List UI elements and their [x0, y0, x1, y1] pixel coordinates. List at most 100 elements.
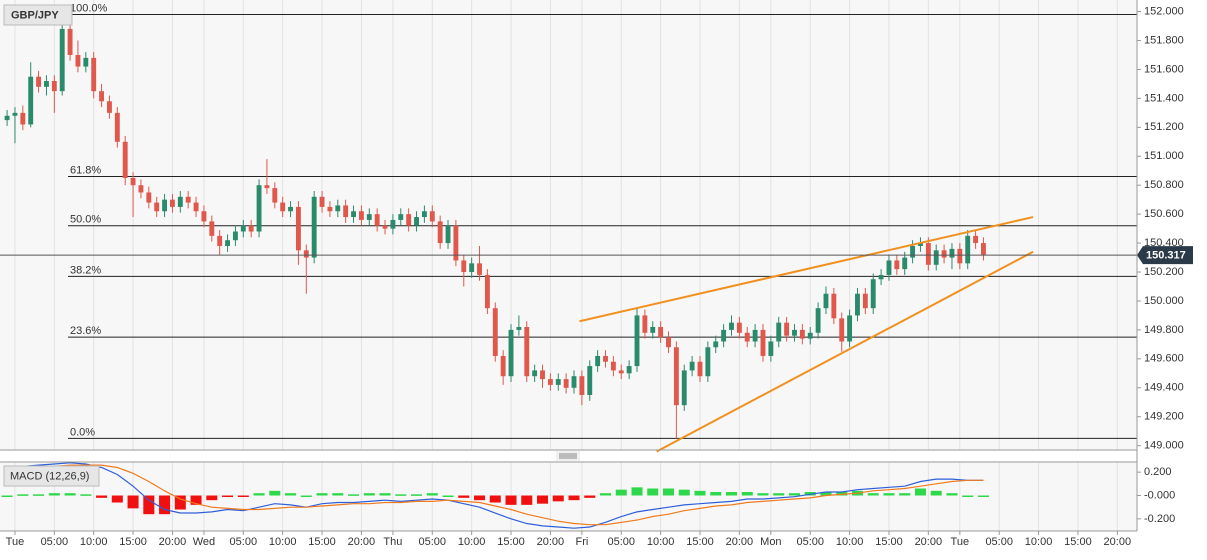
candle-body: [784, 322, 790, 336]
title-box: [3, 4, 73, 26]
candle-body: [925, 243, 931, 265]
candle-body: [744, 332, 750, 342]
candle-body: [319, 196, 325, 207]
candle-body: [965, 235, 971, 264]
macd-line: [7, 462, 984, 529]
candle-body: [201, 211, 207, 222]
candle-body: [138, 185, 144, 193]
x-tick-label: 15:00: [119, 536, 147, 548]
macd-histogram-bar: [190, 495, 202, 505]
x-tick-label: Fri: [575, 536, 588, 548]
y-tick-label: 149.000: [1144, 440, 1184, 452]
candle-body: [469, 263, 475, 273]
candle-body: [910, 245, 916, 258]
x-tick-label: 05:00: [607, 536, 635, 548]
macd-histogram-bar: [757, 493, 769, 496]
y-tick-label: 150.600: [1144, 208, 1184, 220]
candle-body: [288, 206, 293, 212]
y-tick-label: 150.000: [1144, 295, 1184, 307]
y-tick-label: 149.800: [1144, 324, 1184, 336]
macd-histogram-bar: [788, 493, 800, 496]
candle-body: [839, 318, 845, 342]
x-tick-label: 10:00: [269, 536, 297, 548]
macd-histogram-bar: [285, 493, 297, 496]
x-tick-label: 05:00: [419, 536, 447, 548]
x-tick-label: 05:00: [41, 536, 69, 548]
candle-body: [618, 370, 624, 374]
candle-body: [437, 221, 443, 244]
candle-body: [776, 322, 782, 342]
macd-line: [7, 464, 984, 526]
candle-body: [579, 376, 585, 396]
candle-body: [736, 322, 742, 333]
x-tick-label: Wed: [193, 536, 215, 548]
macd-histogram-bar: [17, 494, 29, 496]
candle-body: [878, 274, 884, 280]
macd-histogram-bar: [505, 495, 517, 505]
candle-body: [130, 177, 136, 186]
candle-body: [83, 57, 89, 67]
candle-body: [453, 225, 459, 261]
macd-histogram-bar: [568, 495, 580, 501]
candle-body: [414, 217, 419, 226]
candle-body: [162, 199, 168, 212]
x-tick-label: 20:00: [348, 536, 376, 548]
x-tick-label: Tue: [951, 536, 970, 548]
x-tick-label: 20:00: [726, 536, 754, 548]
candle-body: [792, 329, 797, 336]
macd-histogram-bar: [426, 493, 438, 496]
candle-body: [603, 355, 608, 362]
macd-histogram-bar: [615, 489, 627, 496]
macd-histogram-bar: [395, 494, 407, 496]
trendline: [656, 250, 1034, 453]
candle-body: [99, 91, 105, 102]
macd-histogram-bar: [206, 495, 218, 501]
title-box: [3, 465, 100, 487]
candle-body: [20, 112, 26, 125]
macd-histogram-bar: [678, 489, 690, 496]
candle-body: [280, 202, 286, 212]
candle-body: [477, 263, 482, 275]
candle-body: [673, 347, 679, 406]
candle-body: [484, 274, 490, 309]
x-tick-label: 15:00: [686, 536, 714, 548]
candle-body: [918, 243, 923, 246]
candle-body: [823, 293, 829, 309]
indicator-title: MACD (12,26,9): [10, 470, 89, 482]
macd-histogram-bar: [930, 490, 942, 496]
candle-body: [256, 185, 262, 232]
candle-body: [91, 57, 97, 92]
fib-label: 50.0%: [70, 214, 101, 226]
macd-histogram-bar: [773, 493, 785, 496]
trendline: [579, 216, 1034, 323]
macd-histogram-bar: [33, 494, 45, 496]
candle-body: [44, 81, 49, 87]
candle-body: [169, 199, 175, 207]
candle-body: [689, 361, 695, 371]
macd-histogram-bar: [458, 495, 470, 498]
candle-body: [713, 341, 719, 348]
candle-body: [870, 279, 876, 309]
macd-histogram-bar: [820, 492, 832, 496]
macd-histogram-bar: [64, 493, 76, 496]
x-tick-label: 20:00: [537, 536, 565, 548]
candle-body: [358, 211, 364, 220]
candle-body: [67, 28, 73, 55]
resize-handle[interactable]: [556, 451, 580, 461]
candle-body: [831, 293, 837, 319]
candle-body: [524, 327, 530, 377]
candle-body: [729, 322, 734, 330]
macd-histogram-bar: [489, 495, 501, 503]
y-tick-label: -0.200: [1144, 513, 1175, 525]
candle-body: [295, 206, 301, 251]
candle-body: [563, 379, 569, 388]
y-tick-label: 149.400: [1144, 382, 1184, 394]
candle-body: [595, 355, 601, 367]
candle-body: [949, 248, 955, 258]
candle-body: [28, 76, 34, 125]
x-tick-label: 10:00: [836, 536, 864, 548]
candle-body: [941, 250, 947, 258]
y-tick-label: 150.800: [1144, 179, 1184, 191]
chart-title: GBP/JPY: [11, 9, 59, 21]
